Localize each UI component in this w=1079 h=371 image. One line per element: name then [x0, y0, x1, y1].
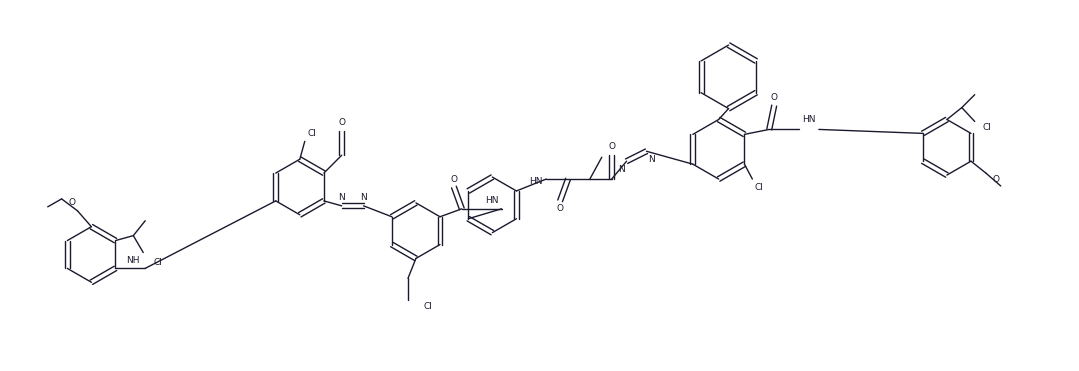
Text: Cl: Cl	[308, 129, 316, 138]
Text: N: N	[618, 165, 625, 174]
Text: NH: NH	[126, 256, 140, 265]
Text: O: O	[770, 93, 778, 102]
Text: O: O	[609, 142, 615, 151]
Text: HN: HN	[530, 177, 543, 186]
Text: O: O	[338, 118, 345, 127]
Text: Cl: Cl	[153, 258, 162, 267]
Text: N: N	[339, 193, 345, 203]
Text: O: O	[557, 204, 563, 213]
Text: N: N	[360, 193, 367, 203]
Text: O: O	[993, 174, 999, 184]
Text: N: N	[648, 155, 655, 164]
Text: O: O	[450, 174, 457, 184]
Text: HN: HN	[802, 115, 816, 124]
Text: O: O	[68, 198, 76, 207]
Text: HN: HN	[484, 196, 498, 206]
Text: Cl: Cl	[982, 123, 992, 132]
Text: Cl: Cl	[755, 184, 764, 193]
Text: Cl: Cl	[424, 302, 433, 311]
